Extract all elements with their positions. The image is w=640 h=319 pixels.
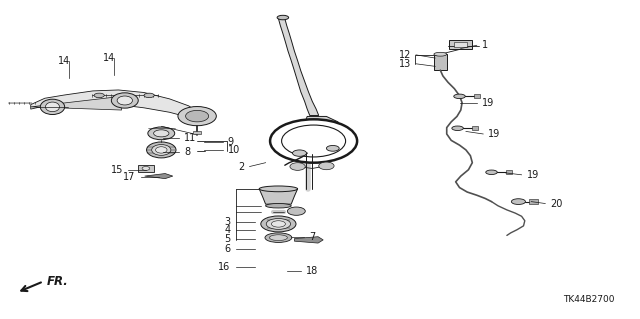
Circle shape [186,110,209,122]
Ellipse shape [326,145,339,151]
Ellipse shape [434,52,447,56]
Text: 5: 5 [224,234,230,244]
Text: 16: 16 [218,262,230,272]
Text: 19: 19 [482,98,494,108]
Circle shape [319,162,334,170]
Text: 6: 6 [224,244,230,255]
Text: 12: 12 [399,50,411,60]
Ellipse shape [154,130,169,137]
Bar [506,170,512,174]
Ellipse shape [511,199,525,204]
Text: 10: 10 [228,145,240,155]
Ellipse shape [261,216,296,232]
Circle shape [270,119,357,163]
Text: 13: 13 [399,59,411,69]
Polygon shape [145,174,173,179]
Polygon shape [31,90,197,121]
Bar [138,165,154,172]
Ellipse shape [40,99,65,115]
Ellipse shape [292,150,307,156]
Ellipse shape [45,102,60,112]
Ellipse shape [111,93,138,108]
Text: 9: 9 [228,137,234,147]
Text: 17: 17 [124,172,136,182]
Bar [472,126,478,130]
Ellipse shape [94,93,104,98]
Bar [474,94,480,98]
Ellipse shape [266,219,291,229]
Ellipse shape [266,204,291,208]
Ellipse shape [486,170,497,174]
Ellipse shape [265,233,292,242]
Circle shape [178,107,216,126]
Text: 2: 2 [238,161,244,172]
Ellipse shape [271,221,285,227]
Polygon shape [259,189,298,204]
Ellipse shape [287,207,305,215]
Polygon shape [278,19,319,115]
Text: 18: 18 [306,265,318,276]
Text: 4: 4 [224,225,230,235]
Ellipse shape [117,96,132,105]
Ellipse shape [277,15,289,20]
Bar [449,40,472,49]
Text: 3: 3 [224,217,230,227]
Text: 1: 1 [482,40,488,50]
Text: 7: 7 [309,232,316,242]
Bar [193,131,201,134]
Ellipse shape [144,93,154,98]
Ellipse shape [454,94,465,99]
Ellipse shape [259,186,298,192]
Text: 15: 15 [111,165,123,175]
Text: TK44B2700: TK44B2700 [563,295,614,304]
Bar [434,54,447,70]
Ellipse shape [148,127,175,140]
Circle shape [142,167,150,170]
Ellipse shape [156,147,167,153]
Ellipse shape [452,126,463,130]
Bar [454,42,467,47]
Text: 19: 19 [488,129,500,139]
Ellipse shape [152,145,171,155]
Ellipse shape [269,235,287,241]
Bar [529,199,538,204]
Text: 19: 19 [527,170,539,180]
Polygon shape [31,96,122,110]
Text: 14: 14 [58,56,70,66]
Text: 20: 20 [550,198,563,209]
Polygon shape [300,116,342,154]
Text: FR.: FR. [47,275,68,288]
Polygon shape [294,237,323,243]
Text: 11: 11 [184,133,196,143]
Ellipse shape [147,142,176,158]
Text: 8: 8 [184,146,191,157]
Text: 14: 14 [102,53,115,63]
Circle shape [290,163,305,170]
